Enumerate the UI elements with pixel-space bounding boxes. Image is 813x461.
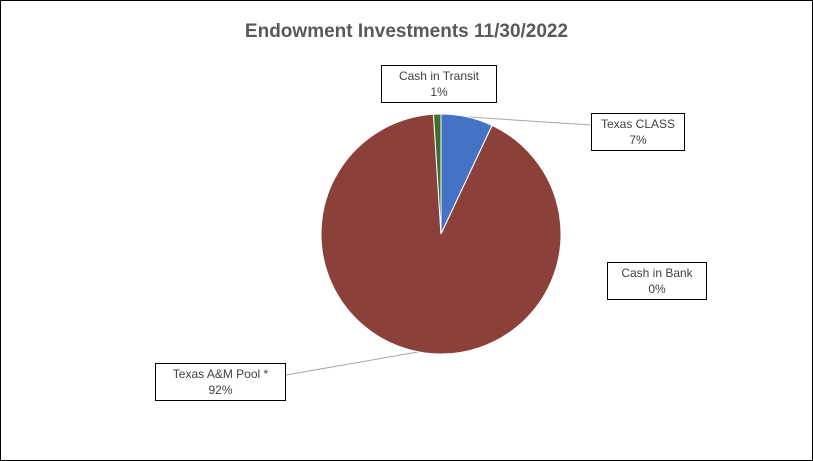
pie-slice-cash-in-transit	[432, 113, 442, 235]
label-percent: 7%	[629, 133, 647, 147]
chart-title: Endowment Investments 11/30/2022	[244, 21, 569, 42]
label-percent: 0%	[648, 282, 666, 296]
label-cash-in-bank: Cash in Bank 0%	[607, 262, 707, 300]
label-texas-class: Texas CLASS 7%	[591, 113, 685, 151]
leader-line-texas-am-pool	[285, 351, 419, 376]
label-texas-am-pool: Texas A&M Pool * 92%	[155, 363, 286, 401]
label-name: Cash in Bank	[621, 266, 693, 280]
leader-line-texas-class	[467, 116, 592, 126]
label-name: Texas CLASS	[600, 117, 676, 131]
pie-slices	[320, 113, 562, 355]
label-percent: 92%	[208, 383, 233, 397]
leader-lines	[285, 116, 592, 376]
label-cash-in-transit: Cash in Transit 1%	[381, 65, 497, 103]
label-name: Cash in Transit	[398, 69, 480, 83]
pie-slice-texas-a-m-pool	[320, 113, 562, 355]
label-name: Texas A&M Pool *	[172, 367, 269, 381]
label-percent: 1%	[430, 85, 448, 99]
